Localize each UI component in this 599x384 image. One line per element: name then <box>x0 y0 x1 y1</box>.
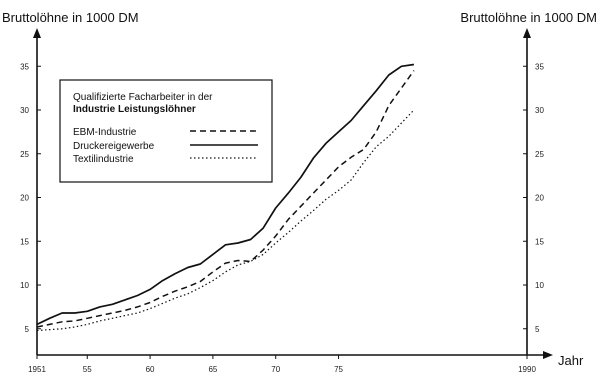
y-tick-label-left: 20 <box>20 194 29 203</box>
y-tick-label-right: 10 <box>535 281 544 290</box>
legend-label-textil: Textilindustrie <box>73 154 134 165</box>
y-tick-label-left: 15 <box>20 237 29 246</box>
y-tick-label-left: 5 <box>25 325 30 334</box>
y-axis-label-right: Bruttolöhne in 1000 DM <box>460 10 597 25</box>
y-tick-label-left: 10 <box>20 281 29 290</box>
legend: Qualifizierte Facharbeiter in der Indust… <box>59 79 273 183</box>
legend-title-line1: Qualifizierte Facharbeiter in der <box>73 92 213 103</box>
legend-label-ebm: EBM-Industrie <box>73 127 137 138</box>
y-tick-label-left: 25 <box>20 150 29 159</box>
x-tick-label: 1990 <box>518 365 536 374</box>
x-tick-label: 65 <box>208 365 217 374</box>
x-tick-label: 70 <box>271 365 280 374</box>
axes <box>33 28 553 359</box>
y-tick-label-right: 25 <box>535 150 544 159</box>
y-tick-label-right: 35 <box>535 62 544 71</box>
y-tick-label-right: 15 <box>535 237 544 246</box>
x-tick-label: 60 <box>146 365 155 374</box>
y-tick-label-right: 5 <box>535 325 540 334</box>
x-tick-label: 55 <box>83 365 92 374</box>
y-tick-label-right: 30 <box>535 106 544 115</box>
series-line-druckereigewerbe <box>36 63 415 326</box>
y-tick-label-left: 30 <box>20 106 29 115</box>
y-tick-label-left: 35 <box>20 62 29 71</box>
y-tick-label-right: 20 <box>535 194 544 203</box>
legend-title-line2: Industrie Leistungslöhner <box>73 104 196 115</box>
legend-label-druck: Druckereigewerbe <box>73 141 155 152</box>
x-tick-label: 1951 <box>28 365 46 374</box>
y-axis-left-arrow <box>33 28 41 38</box>
x-tick-label: 75 <box>334 365 343 374</box>
series-lines <box>36 63 415 332</box>
x-axis-label: Jahr <box>558 353 584 368</box>
x-axis-arrow <box>543 351 553 359</box>
y-axis-right-arrow <box>523 28 531 38</box>
series-line-textilindustrie <box>36 109 415 332</box>
series-line-ebm-industrie <box>36 70 415 328</box>
y-axis-label-left: Bruttolöhne in 1000 DM <box>2 10 139 25</box>
legend-box <box>59 79 273 183</box>
